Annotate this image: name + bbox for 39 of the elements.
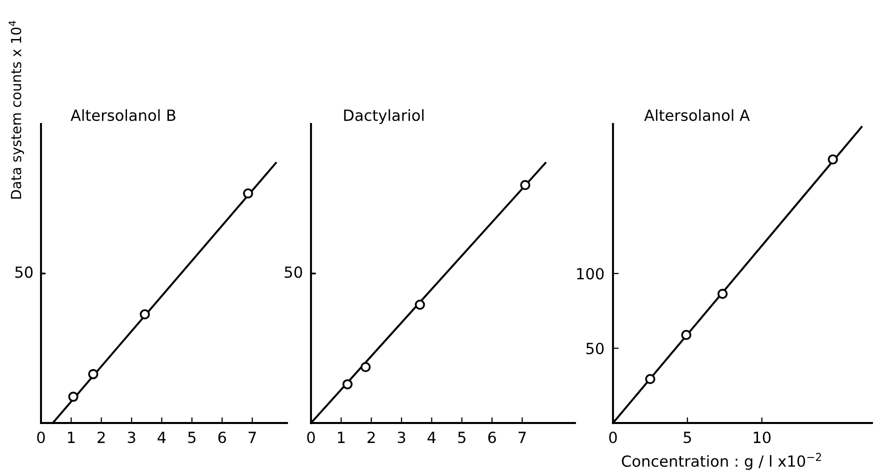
y-tick-label: 100 <box>577 268 604 280</box>
point <box>342 379 353 390</box>
y-axis-title: Data system counts x 10$^{4}$ <box>8 20 24 199</box>
x-tick-label: 2 <box>368 432 375 443</box>
point <box>828 154 838 165</box>
x-tick-label: 3 <box>398 432 406 444</box>
point <box>414 300 425 310</box>
x-tick-label: 5 <box>188 432 196 444</box>
x-tick-label: 7 <box>518 432 526 443</box>
point <box>645 374 656 384</box>
x-tick-label: 4 <box>158 432 166 443</box>
x-tick-label: 0 <box>609 432 617 444</box>
point <box>242 188 254 198</box>
point <box>360 362 371 372</box>
point <box>520 180 530 190</box>
x-axis-title: Concentration : g / l x10$^{−2}$ <box>622 452 821 470</box>
point <box>681 330 692 340</box>
x-tick-label: 5 <box>458 432 466 444</box>
point <box>68 392 78 402</box>
x-tick-label: 3 <box>128 432 136 444</box>
point <box>88 369 98 380</box>
x-tick-label: 6 <box>218 432 226 444</box>
x-tick-label: 5 <box>684 432 691 444</box>
x-tick-label: 1 <box>68 432 75 443</box>
point <box>717 288 728 299</box>
point <box>140 309 150 320</box>
x-tick-label: 7 <box>248 432 256 443</box>
x-tick-label: 0 <box>307 432 315 444</box>
x-tick-label: 0 <box>37 432 45 444</box>
x-tick-label: 2 <box>98 432 105 443</box>
text: 50 <box>15 266 33 278</box>
x-tick-label: 10 <box>754 432 771 444</box>
chart-title: Dactylariol <box>344 109 424 124</box>
chart-title: Altersolanol A <box>644 109 750 122</box>
x-tick-label: 6 <box>488 432 496 444</box>
chart-title: Altersolanol B <box>70 109 176 122</box>
annotation: 50 <box>284 266 302 278</box>
x-tick-label: 4 <box>428 432 436 443</box>
x-tick-label: 1 <box>338 432 345 443</box>
